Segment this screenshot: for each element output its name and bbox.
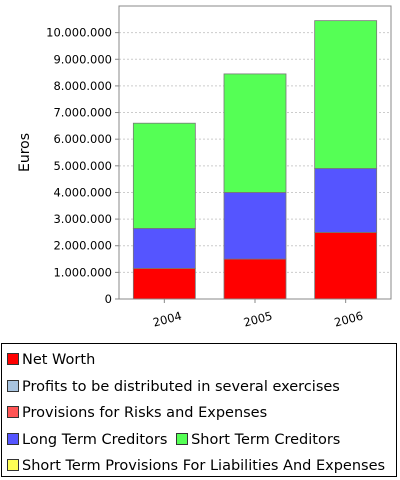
legend-label: Long Term Creditors bbox=[22, 431, 168, 448]
y-tick-label: 10.000.000 bbox=[46, 26, 112, 40]
y-tick-label: 4.000.000 bbox=[53, 185, 112, 199]
y-tick-label: 7.000.000 bbox=[53, 106, 112, 120]
legend-swatch-profits bbox=[7, 379, 19, 392]
legend-label: Net Worth bbox=[22, 352, 96, 368]
legend-item-short-term-creditors: Short Term Creditors bbox=[176, 427, 340, 454]
y-tick-label: 9.000.000 bbox=[53, 52, 112, 66]
y-axis-label: Euros bbox=[17, 133, 33, 172]
plot-border bbox=[118, 5, 392, 300]
bar-segment bbox=[223, 73, 287, 193]
y-tick-label: 3.000.000 bbox=[53, 212, 112, 226]
bar-segment bbox=[314, 168, 378, 233]
bar-segment bbox=[223, 192, 287, 260]
stacked-bar-chart: 0 1.000.000 2.000.000 3.000.000 4.000.000 5.0… bbox=[17, 5, 392, 330]
bar-segment bbox=[314, 20, 378, 169]
y-tick-label: 6.000.000 bbox=[53, 132, 112, 146]
legend-item-short-term-provisions: Short Term Provisions For Liabilities An… bbox=[7, 453, 386, 476]
legend-item-profits: Profits to be distributed in several exe… bbox=[7, 374, 340, 401]
legend-row: Long Term Creditors Short Term Creditors bbox=[7, 427, 396, 454]
legend-label: Short Term Provisions For Liabilities An… bbox=[22, 458, 386, 474]
y-tick-label: 5.000.000 bbox=[53, 159, 112, 173]
x-tick-label: 2004 bbox=[151, 309, 183, 330]
legend-label: Provisions for Risks and Expenses bbox=[22, 405, 268, 421]
x-tick-label: 2005 bbox=[242, 309, 274, 330]
legend-label: Short Term Creditors bbox=[191, 431, 341, 448]
legend-swatch-short-term-creditors bbox=[176, 432, 189, 445]
bar-segment bbox=[132, 122, 196, 229]
legend-swatch-provisions bbox=[7, 406, 19, 418]
legend-row: Provisions for Risks and Expenses bbox=[7, 400, 396, 427]
legend: Net Worth Profits to be distributed in s… bbox=[1, 343, 397, 477]
bar-segment bbox=[132, 228, 196, 269]
legend-row: Net Worth bbox=[7, 347, 396, 374]
x-tick-label: 2006 bbox=[333, 309, 365, 330]
legend-item-long-term-creditors: Long Term Creditors bbox=[7, 427, 167, 454]
legend-item-provisions: Provisions for Risks and Expenses bbox=[7, 400, 267, 427]
bar-segment bbox=[223, 258, 287, 300]
bar-segment bbox=[314, 232, 378, 300]
y-tick-label: 2.000.000 bbox=[53, 239, 112, 253]
legend-swatch-long-term-creditors bbox=[7, 432, 19, 445]
legend-row: Short Term Provisions For Liabilities An… bbox=[7, 453, 396, 476]
legend-swatch-net-worth bbox=[7, 353, 19, 365]
legend-label: Profits to be distributed in several exe… bbox=[22, 378, 340, 395]
legend-item-net-worth: Net Worth bbox=[7, 347, 95, 374]
y-tick-label: 1.000.000 bbox=[53, 265, 112, 279]
bar-segment bbox=[132, 267, 196, 300]
legend-row: Profits to be distributed in several exe… bbox=[7, 374, 396, 401]
y-tick-label: 0 bbox=[105, 292, 112, 306]
legend-swatch-short-term-provisions bbox=[7, 459, 19, 471]
y-tick-label: 8.000.000 bbox=[53, 79, 112, 93]
